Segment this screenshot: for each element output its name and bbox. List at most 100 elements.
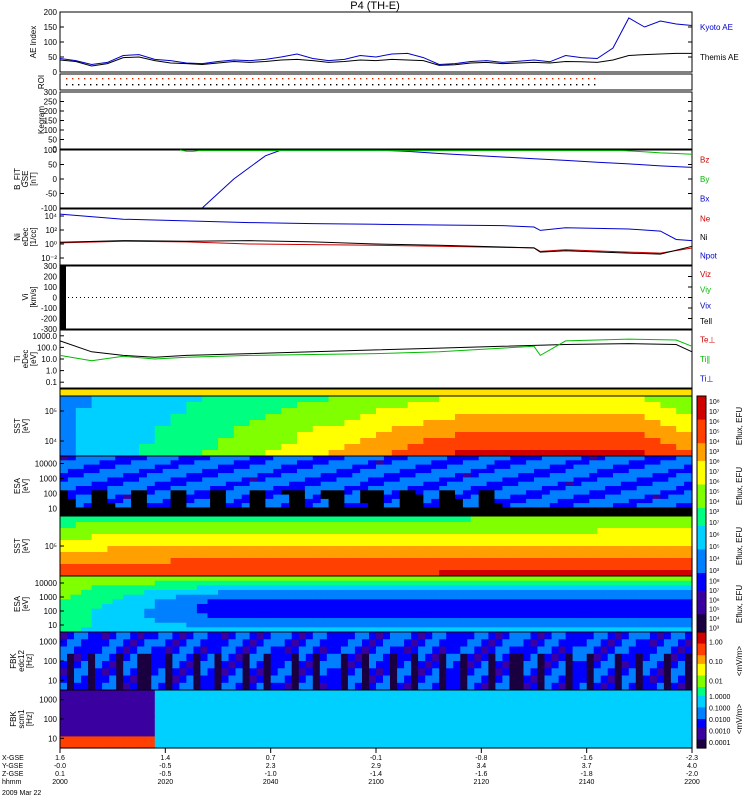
esa1-cell xyxy=(391,460,401,466)
esa1-cell xyxy=(233,468,243,474)
esa1-cell xyxy=(684,507,693,513)
fbk2-cell xyxy=(597,736,609,743)
sst2-cell xyxy=(297,528,314,535)
esa1-cell xyxy=(391,511,401,517)
esa2-cell xyxy=(386,580,398,586)
esa1-cell xyxy=(510,490,519,496)
sst1-cell xyxy=(486,402,503,409)
fbk2-cell xyxy=(681,736,693,743)
sst1-cell xyxy=(328,438,345,445)
esa2-cell xyxy=(439,622,451,628)
eflux-colorbar-swatch xyxy=(697,584,706,592)
fbk1-cell xyxy=(656,646,665,655)
esa2-cell xyxy=(165,627,177,633)
esa1-cell xyxy=(510,498,519,504)
esa2-cell xyxy=(470,585,482,591)
sst1-cell xyxy=(186,402,203,409)
fbk1-cell xyxy=(397,639,405,648)
sst1-cell xyxy=(581,420,598,427)
fbk1-cell xyxy=(347,675,356,684)
esa2-cell xyxy=(112,594,124,600)
sst1-cell xyxy=(344,438,361,445)
esa1-cell xyxy=(581,464,590,470)
sst2-cell xyxy=(186,522,203,529)
esa2-cell xyxy=(196,622,208,628)
esa2-cell xyxy=(239,608,251,614)
fbk2-cell xyxy=(207,724,219,732)
esa1-cell xyxy=(186,464,195,470)
esa1-cell xyxy=(676,481,685,487)
fbk1-cell xyxy=(305,632,314,640)
sst1-cell xyxy=(297,396,314,403)
fbk2-cell xyxy=(439,742,451,749)
esa1-cell xyxy=(249,507,259,513)
fbk2-cell xyxy=(628,701,640,708)
sst1-cell xyxy=(360,402,377,409)
esa1-cell xyxy=(281,460,290,466)
roi-dot xyxy=(216,84,218,86)
fbk1-cell xyxy=(81,653,89,662)
sst2-cell xyxy=(423,540,440,547)
sst1-cell xyxy=(628,426,646,433)
esa2-cell xyxy=(376,580,388,586)
sst2-cell xyxy=(676,522,693,529)
sst1-cell xyxy=(486,444,503,451)
roi-dot xyxy=(402,84,404,86)
fbk1-cell xyxy=(586,661,595,669)
esa1-cell xyxy=(99,511,108,517)
fbk1-cell xyxy=(298,661,307,669)
fbk1-cell xyxy=(579,632,588,640)
esa1-cell xyxy=(415,511,424,517)
esa2-cell xyxy=(323,590,335,596)
esa2-cell xyxy=(123,599,135,605)
fbk1-cell xyxy=(376,639,384,648)
esa1-cell xyxy=(368,477,377,483)
esa1-cell xyxy=(178,468,187,474)
esa1-cell xyxy=(581,473,590,478)
esa2-cell xyxy=(386,618,398,624)
sst1-cell xyxy=(676,432,693,439)
sst1-cell xyxy=(91,420,108,427)
fbk2-cell xyxy=(628,707,640,714)
fbk2-cell xyxy=(534,742,546,749)
esa1-cell xyxy=(265,460,274,466)
fbk2-cell xyxy=(407,701,419,708)
sst2-cell xyxy=(265,528,282,535)
fbk2-cell xyxy=(618,713,630,720)
fbk2-cell xyxy=(123,724,135,732)
fbk1-cell xyxy=(130,661,138,669)
fbk1-cell xyxy=(558,675,567,684)
sst1-cell xyxy=(423,444,440,451)
esa1-cell xyxy=(281,494,290,500)
esa1-cell xyxy=(60,507,69,513)
sst1-cell xyxy=(233,408,251,415)
sst2-cell xyxy=(455,540,472,547)
fbk-colorbar-swatch xyxy=(697,736,706,740)
roi-dot xyxy=(102,78,104,80)
fbk2-cell xyxy=(344,742,356,749)
fbk2-cell xyxy=(239,730,251,737)
esa1-cell xyxy=(67,503,77,508)
sst1-cell xyxy=(91,426,108,433)
sst1-cell xyxy=(170,408,187,415)
fbk2-cell xyxy=(397,690,409,697)
fbk1-cell xyxy=(193,646,201,655)
y-tick-label: 100 xyxy=(44,607,58,616)
esa2-cell xyxy=(670,576,682,582)
esa1-cell xyxy=(589,473,598,478)
fbk2-cell xyxy=(407,719,419,726)
fbk1-cell xyxy=(116,639,124,648)
fbk1-cell xyxy=(649,661,658,669)
y-tick-label: 1000.0 xyxy=(33,332,58,341)
roi-dot xyxy=(582,84,584,86)
esa1-cell xyxy=(644,460,654,466)
esa2-cell xyxy=(418,613,430,619)
esa2-cell xyxy=(365,618,377,624)
fbk1-cell xyxy=(565,668,574,677)
fbk1-cell xyxy=(312,675,321,684)
esa2-cell xyxy=(207,613,219,619)
esa1-cell xyxy=(613,503,622,508)
sst2-cell xyxy=(597,528,614,535)
fbk1-cell xyxy=(214,632,223,640)
esa1-cell xyxy=(636,481,646,487)
